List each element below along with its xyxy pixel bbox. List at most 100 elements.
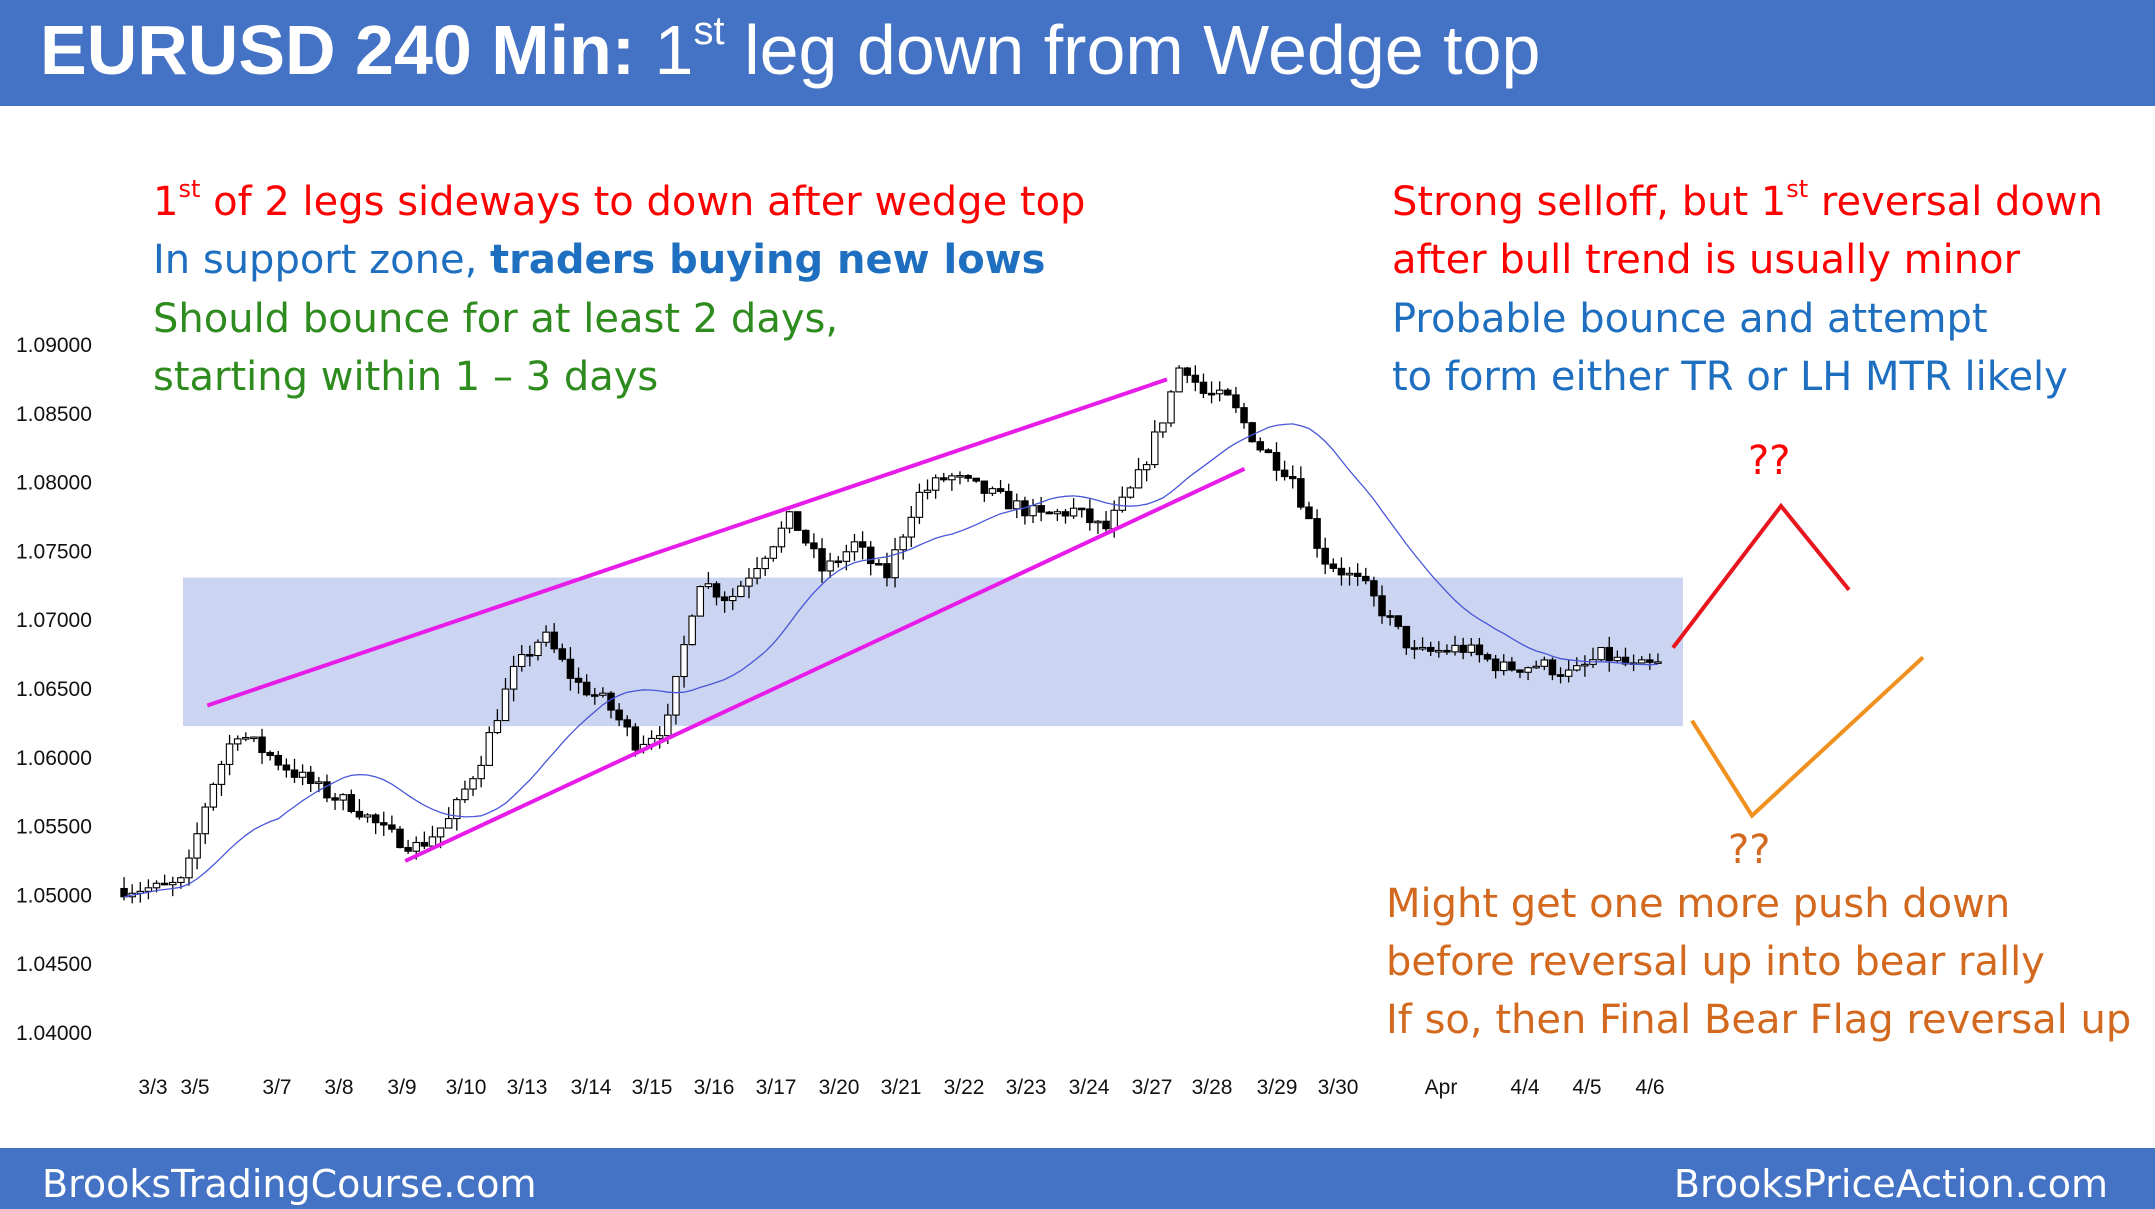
- candle-body: [940, 477, 948, 481]
- candle-body: [1280, 469, 1289, 478]
- candle-body: [1264, 449, 1273, 454]
- candle-body: [1134, 469, 1143, 489]
- candle-body: [169, 881, 177, 886]
- candle-body: [1508, 661, 1516, 671]
- candle-body: [1337, 567, 1346, 576]
- x-tick-label: 3/13: [507, 1076, 548, 1099]
- candle-body: [1394, 615, 1402, 627]
- candle-body: [177, 877, 185, 884]
- candle-body: [1045, 511, 1054, 515]
- candle-body: [1102, 520, 1110, 530]
- candle-body: [1207, 392, 1216, 396]
- candle-body: [599, 692, 607, 696]
- candle-body: [1540, 659, 1549, 667]
- candle-body: [793, 511, 802, 531]
- bottom-note-line-1: Might get one more push down: [1386, 881, 2011, 927]
- y-tick-label: 1.08500: [16, 403, 92, 426]
- candle-body: [1516, 669, 1524, 673]
- candle-body: [1532, 665, 1540, 669]
- candle-body: [274, 754, 283, 766]
- candle-body: [769, 546, 778, 559]
- candle-body: [1053, 511, 1062, 515]
- candle-body: [1353, 572, 1362, 577]
- bottom-note-line-3: If so, then Final Bear Flag reversal up: [1386, 997, 2132, 1043]
- candle-body: [996, 488, 1005, 492]
- y-tick-label: 1.07000: [16, 609, 92, 632]
- candle-body: [542, 631, 550, 643]
- title-pre: 1: [635, 11, 694, 89]
- x-tick-label: 3/24: [1069, 1076, 1110, 1099]
- candle-body: [1556, 674, 1565, 677]
- candle-body: [453, 799, 461, 820]
- candle-body: [834, 560, 842, 564]
- candle-body: [201, 806, 209, 835]
- candle-body: [1370, 580, 1378, 597]
- candle-body: [404, 846, 412, 852]
- candle-body: [339, 794, 347, 801]
- candle-body: [534, 641, 542, 657]
- candle-body: [412, 841, 420, 852]
- footer-left-link[interactable]: BrooksTradingCourse.com: [42, 1162, 537, 1206]
- candle-body: [1459, 644, 1467, 653]
- x-tick-label: 3/7: [262, 1076, 291, 1099]
- wedge-lower-line: [404, 467, 1246, 863]
- candle-body: [371, 814, 380, 824]
- candle-body: [1499, 661, 1508, 672]
- candle-body: [160, 882, 169, 886]
- header-bar: [0, 0, 2155, 106]
- candle-body: [1256, 441, 1265, 451]
- candle-body: [664, 714, 672, 737]
- x-tick-label: Apr: [1425, 1076, 1458, 1099]
- candle-body: [323, 781, 331, 799]
- candle-body: [818, 548, 826, 572]
- candle-body: [1159, 422, 1167, 433]
- x-tick-label: 4/4: [1510, 1076, 1540, 1099]
- x-tick-label: 3/23: [1006, 1076, 1047, 1099]
- y-tick-label: 1.09000: [16, 334, 92, 357]
- candle-body: [1077, 507, 1086, 511]
- candle-body: [1443, 649, 1451, 653]
- candle-body: [242, 736, 250, 740]
- candle-body: [875, 562, 883, 566]
- x-tick-label: 3/3: [138, 1076, 167, 1099]
- support-zone: [183, 577, 1683, 727]
- candle-body: [1597, 646, 1605, 661]
- candle-body: [1573, 665, 1581, 671]
- x-tick-label: 3/9: [387, 1076, 416, 1099]
- candle-body: [915, 491, 924, 518]
- candle-body: [1467, 644, 1476, 653]
- candle-body: [152, 882, 161, 889]
- candle-body: [591, 694, 599, 697]
- candle-body: [225, 743, 234, 765]
- candle-body: [1345, 572, 1354, 576]
- y-tick-label: 1.04500: [16, 953, 92, 976]
- candle-body: [1199, 381, 1208, 394]
- candle-body: [631, 726, 640, 751]
- candle-body: [655, 735, 664, 739]
- candle-body: [956, 475, 964, 478]
- y-tick-label: 1.07500: [16, 540, 92, 563]
- footer-right-link[interactable]: BrooksPriceAction.com: [1673, 1162, 2108, 1206]
- candle-body: [331, 797, 339, 801]
- candle-body: [1069, 507, 1078, 517]
- candle-body: [1426, 646, 1435, 652]
- candle-body: [1175, 367, 1183, 393]
- candle-body: [891, 549, 899, 579]
- candle-body: [363, 814, 372, 818]
- candle-body: [517, 654, 526, 667]
- x-tick-label: 3/16: [694, 1076, 735, 1099]
- x-tick-label: 3/21: [881, 1076, 922, 1099]
- candle-body: [306, 771, 315, 784]
- candle-body: [396, 828, 404, 849]
- candle-body: [217, 763, 226, 785]
- candle-body: [688, 615, 696, 646]
- right-note-line-2: after bull trend is usually minor: [1392, 237, 2021, 283]
- title-post: leg down from Wedge top: [724, 11, 1541, 89]
- candle-body: [144, 887, 153, 892]
- candle-body: [209, 783, 218, 808]
- scenario-up-line: [1671, 502, 1851, 649]
- candle-body: [623, 719, 631, 728]
- candle-body: [1581, 663, 1589, 667]
- x-tick-label: 4/6: [1635, 1076, 1664, 1099]
- candle-body: [1191, 374, 1200, 383]
